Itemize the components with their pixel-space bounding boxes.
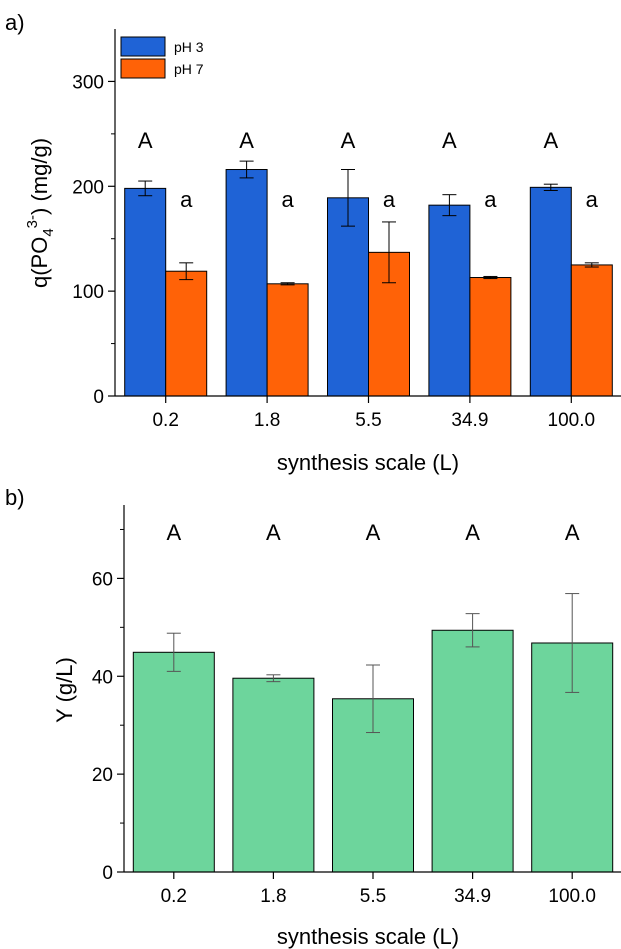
a-sig-letter-s0-4: A	[543, 128, 558, 153]
panel-a-y-title-sup: 3-	[24, 215, 41, 228]
a-bar-s1-0	[165, 270, 208, 397]
b-bar-s0-3	[431, 629, 514, 873]
b-sig-letter-s0-1: A	[266, 520, 281, 545]
a-sig-letter-s0-1: A	[239, 128, 254, 153]
legend-swatch-0	[120, 36, 166, 57]
a-sig-letter-s1-0: a	[180, 187, 193, 212]
panel-a-bars	[124, 169, 613, 397]
a-sig-letter-s1-1: a	[281, 187, 294, 212]
a-ytick-label-2: 200	[72, 177, 104, 198]
a-xtick-label-0: 0.2	[152, 410, 178, 431]
a-bar-s0-0	[124, 187, 167, 397]
panel-a-error-bars	[138, 160, 599, 286]
a-ytick-label-1: 100	[72, 282, 104, 303]
a-bar-s1-1	[266, 283, 309, 397]
a-bar-s1-4	[570, 264, 613, 397]
panel-a-chart: a) A A A A Aa a a a a 0 100 200 300 0.2 1.8 5.5 34.9 100…	[5, 10, 621, 475]
b-xtick-label-1: 1.8	[260, 886, 286, 907]
a-sig-letter-s1-2: a	[383, 187, 396, 212]
panel-a-y-title-sub: 4	[40, 228, 57, 236]
panel-a-axes: 0 100 200 300 0.2 1.8 5.5 34.9 100.0	[72, 29, 621, 431]
b-sig-letter-s0-2: A	[366, 520, 381, 545]
panel-b-chart: b) A A A A A 0 20 40 60 0.2 1.8 5.5 34.9 100.0 synth…	[5, 485, 621, 949]
panel-b-error-bars	[166, 593, 580, 734]
panel-a-y-title-base: q(PO	[27, 237, 52, 288]
b-ytick-label-0: 0	[102, 863, 113, 884]
b-xtick-label-4: 100.0	[548, 886, 596, 907]
a-sig-letter-s0-2: A	[341, 128, 356, 153]
b-bar-s0-1	[232, 677, 315, 873]
legend-label-1: pH 7	[174, 61, 204, 77]
panel-b-axes: 0 20 40 60 0.2 1.8 5.5 34.9 100.0	[92, 505, 621, 907]
a-sig-letter-s1-3: a	[484, 187, 497, 212]
b-ytick-label-3: 60	[92, 569, 113, 590]
legend-label-0: pH 3	[174, 39, 204, 55]
a-sig-letter-s1-4: a	[586, 187, 599, 212]
a-xtick-label-4: 100.0	[548, 410, 596, 431]
a-sig-letter-s0-3: A	[442, 128, 457, 153]
b-xtick-label-0: 0.2	[161, 886, 187, 907]
panel-b-letter: b)	[5, 485, 25, 510]
a-xtick-label-3: 34.9	[451, 410, 488, 431]
a-bar-s1-3	[469, 277, 512, 397]
a-xtick-label-1: 1.8	[254, 410, 280, 431]
a-ytick-label-3: 300	[72, 72, 104, 93]
a-ytick-label-0: 0	[93, 387, 104, 408]
panel-b-bars	[132, 629, 614, 873]
a-xtick-label-2: 5.5	[355, 410, 381, 431]
a-bar-s0-4	[529, 186, 572, 397]
panel-b-y-axis-title: Y (g/L)	[52, 657, 77, 723]
b-sig-letter-s0-3: A	[465, 520, 480, 545]
b-sig-letter-s0-0: A	[166, 520, 181, 545]
panel-a-y-title-rest: ) (mg/g)	[27, 138, 52, 215]
a-bar-s0-2	[327, 197, 369, 397]
panel-a-significance-letters: A A A A Aa a a a a	[138, 128, 599, 212]
b-xtick-label-2: 5.5	[360, 886, 386, 907]
a-sig-letter-s0-0: A	[138, 128, 153, 153]
b-sig-letter-s0-4: A	[565, 520, 580, 545]
panel-a-legend: pH 3 pH 7	[120, 36, 204, 79]
b-xtick-label-3: 34.9	[454, 886, 491, 907]
a-bar-s0-1	[225, 169, 268, 397]
a-bar-s0-3	[428, 204, 471, 397]
panel-a-y-axis-title: q(PO43-) (mg/g)	[24, 138, 57, 288]
legend-swatch-1	[120, 58, 166, 79]
b-ytick-label-2: 40	[92, 667, 113, 688]
b-bar-s0-0	[132, 651, 215, 873]
panel-a-letter: a)	[5, 10, 25, 35]
panel-b-x-axis-title: synthesis scale (L)	[277, 924, 459, 949]
panel-a-x-axis-title: synthesis scale (L)	[277, 450, 459, 475]
b-ytick-label-1: 20	[92, 765, 113, 786]
